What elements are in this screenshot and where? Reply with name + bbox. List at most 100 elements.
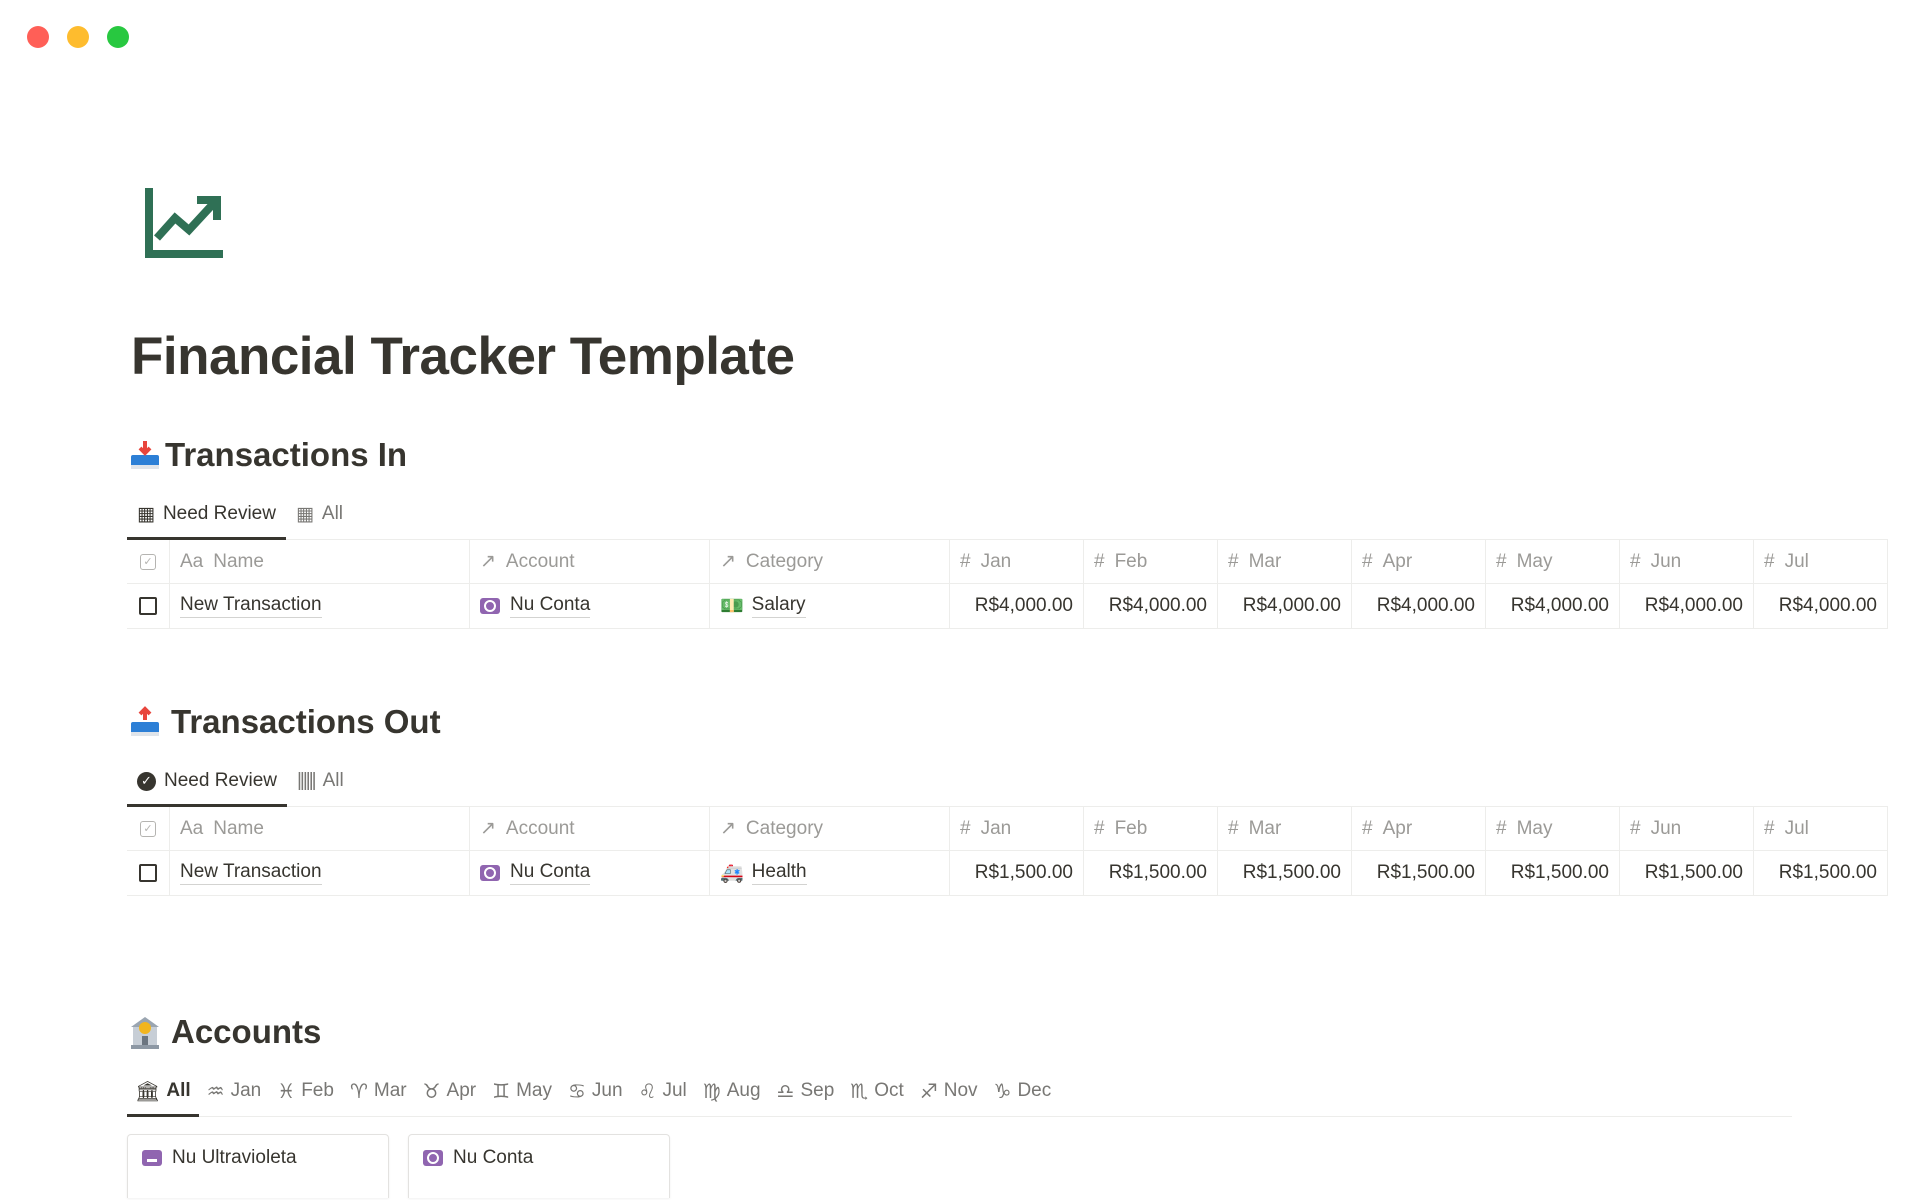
column-header-mar[interactable]: # Mar [1218, 540, 1352, 583]
category-cell[interactable]: 🚑 Health [710, 851, 950, 895]
tab-jun[interactable]: ♋︎ Jun [560, 1066, 631, 1116]
column-label: Jul [1784, 550, 1809, 572]
tab-label: Aug [726, 1080, 761, 1101]
tab-label: Nov [943, 1080, 978, 1101]
account-cell[interactable]: Nu Conta [470, 851, 710, 895]
column-header-feb[interactable]: # Feb [1084, 540, 1218, 583]
account-link[interactable]: Nu Conta [510, 594, 591, 618]
column-header-apr[interactable]: # Apr [1352, 540, 1486, 583]
column-label: Category [745, 550, 824, 572]
transaction-name-link[interactable]: New Transaction [180, 594, 322, 618]
tab-need-review[interactable]: ✓ Need Review [127, 756, 287, 807]
tab-apr[interactable]: ♉︎ Apr [415, 1066, 485, 1116]
tab-oct[interactable]: ♏︎ Oct [842, 1066, 912, 1116]
close-window-button[interactable] [27, 26, 49, 48]
row-checkbox-cell [127, 584, 170, 628]
transaction-name-link[interactable]: New Transaction [180, 861, 322, 885]
month-value-cell[interactable]: R$4,000.00 [1352, 584, 1486, 628]
relation-arrow-icon: ↗ [480, 551, 496, 572]
tab-mar[interactable]: ♈︎ Mar [342, 1066, 415, 1116]
column-header-name[interactable]: Aa Name [170, 807, 470, 850]
month-value-cell[interactable]: R$1,500.00 [1486, 851, 1620, 895]
month-value-cell[interactable]: R$4,000.00 [1620, 584, 1754, 628]
ambulance-icon: 🚑 [720, 863, 744, 884]
barcode-icon: |||||| [297, 770, 317, 791]
month-value-cell[interactable]: R$4,000.00 [1084, 584, 1218, 628]
column-label: Category [745, 817, 824, 839]
month-value-cell[interactable]: R$1,500.00 [1352, 851, 1486, 895]
chart-line-up-icon[interactable] [143, 184, 227, 260]
minimize-window-button[interactable] [67, 26, 89, 48]
tab-label: Feb [301, 1080, 334, 1101]
tab-sep[interactable]: ♎︎ Sep [769, 1066, 843, 1116]
maximize-window-button[interactable] [107, 26, 129, 48]
table-header-row: ✓ Aa Name ↗ Account ↗ Category # Jan # Feb # Mar # Apr… [127, 807, 1888, 851]
column-header-account[interactable]: ↗ Account [470, 807, 710, 850]
month-value-cell[interactable]: R$1,500.00 [1084, 851, 1218, 895]
name-cell[interactable]: New Transaction [170, 584, 470, 628]
month-value-cell[interactable]: R$4,000.00 [1754, 584, 1888, 628]
section-heading: Transactions In [129, 433, 1897, 477]
column-header-jul[interactable]: # Jul [1754, 807, 1888, 850]
tab-may[interactable]: ♊︎ May [484, 1066, 560, 1116]
category-cell[interactable]: 💵 Salary [710, 584, 950, 628]
account-link[interactable]: Nu Conta [510, 861, 591, 885]
tab-all[interactable]: 🏛︎ All [127, 1066, 199, 1117]
column-header-category[interactable]: ↗ Category [710, 540, 950, 583]
transactions-out-section: Transactions Out ✓ Need Review |||||| All … [127, 700, 1897, 896]
transactions-in-section: Transactions In ▦ Need Review ▦ All ✓ Aa Nam… [127, 433, 1897, 629]
tab-label: Jan [230, 1080, 262, 1101]
row-checkbox-cell [127, 851, 170, 895]
name-cell[interactable]: New Transaction [170, 851, 470, 895]
column-label: Jan [980, 817, 1012, 839]
tab-all[interactable]: |||||| All [297, 770, 344, 791]
column-header-category[interactable]: ↗ Category [710, 807, 950, 850]
tab-jul[interactable]: ♌︎ Jul [631, 1066, 695, 1116]
month-value-cell[interactable]: R$4,000.00 [1218, 584, 1352, 628]
column-header-mar[interactable]: # Mar [1218, 807, 1352, 850]
column-header-feb[interactable]: # Feb [1084, 807, 1218, 850]
column-header-jan[interactable]: # Jan [950, 807, 1084, 850]
month-value-cell[interactable]: R$1,500.00 [1620, 851, 1754, 895]
tab-jan[interactable]: ♒︎ Jan [199, 1066, 270, 1116]
column-header-jun[interactable]: # Jun [1620, 540, 1754, 583]
column-header-jul[interactable]: # Jul [1754, 540, 1888, 583]
number-property-icon: # [1094, 817, 1105, 839]
tab-aug[interactable]: ♍︎ Aug [695, 1066, 769, 1116]
tab-dec[interactable]: ♑︎ Dec [986, 1066, 1060, 1116]
month-value-cell[interactable]: R$4,000.00 [1486, 584, 1620, 628]
column-header-name[interactable]: Aa Name [170, 540, 470, 583]
tab-need-review[interactable]: ▦ Need Review [127, 489, 286, 540]
tab-feb[interactable]: ♓︎ Feb [269, 1066, 342, 1116]
tab-label: Jun [591, 1080, 623, 1101]
credit-card-icon [142, 1150, 162, 1166]
account-card[interactable]: Nu Conta [408, 1134, 670, 1198]
column-header-jan[interactable]: # Jan [950, 540, 1084, 583]
view-tabs: ▦ Need Review ▦ All [127, 489, 1888, 540]
account-cell[interactable]: Nu Conta [470, 584, 710, 628]
month-value-cell[interactable]: R$1,500.00 [1754, 851, 1888, 895]
zodiac-jun-icon: ♋︎ [567, 1079, 586, 1103]
column-header-may[interactable]: # May [1486, 807, 1620, 850]
category-link[interactable]: Salary [751, 594, 806, 618]
row-checkbox[interactable] [139, 597, 157, 615]
zodiac-feb-icon: ♓︎ [277, 1079, 296, 1103]
select-all-cell: ✓ [127, 807, 170, 850]
column-label: May [1516, 817, 1553, 839]
column-header-apr[interactable]: # Apr [1352, 807, 1486, 850]
column-header-may[interactable]: # May [1486, 540, 1620, 583]
table-row: New Transaction Nu Conta 💵 Salary R$4,000.00… [127, 584, 1888, 629]
column-header-jun[interactable]: # Jun [1620, 807, 1754, 850]
month-value-cell[interactable]: R$1,500.00 [950, 851, 1084, 895]
tab-label: All [166, 1080, 191, 1101]
column-header-account[interactable]: ↗ Account [470, 540, 710, 583]
account-card[interactable]: Nu Ultravioleta [127, 1134, 389, 1198]
tab-nov[interactable]: ♐︎ Nov [912, 1066, 986, 1116]
month-value-cell[interactable]: R$1,500.00 [1218, 851, 1352, 895]
month-value-cell[interactable]: R$4,000.00 [950, 584, 1084, 628]
tab-all[interactable]: ▦ All [295, 503, 344, 525]
checkbox-column-icon: ✓ [140, 820, 156, 837]
category-link[interactable]: Health [751, 861, 807, 885]
row-checkbox[interactable] [139, 864, 157, 882]
zodiac-mar-icon: ♈︎ [349, 1079, 368, 1103]
